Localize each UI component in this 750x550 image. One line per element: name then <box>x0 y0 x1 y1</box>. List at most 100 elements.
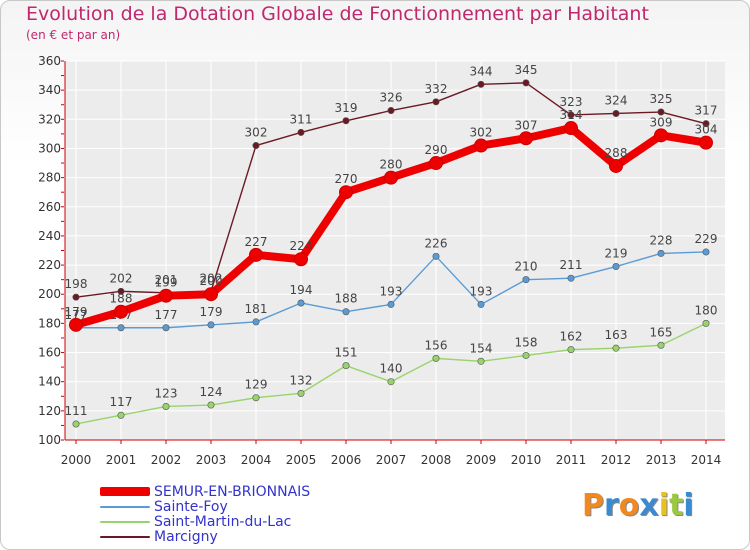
data-label-sainte-foy: 193 <box>380 284 403 298</box>
data-point-semur-en-brionnais <box>609 158 623 173</box>
data-point-marcigny <box>567 111 575 119</box>
x-tick-label: 2008 <box>421 453 452 467</box>
data-label-sainte-foy: 219 <box>605 247 628 261</box>
data-point-marcigny <box>387 107 395 115</box>
data-label-saint-martin-du-lac: 124 <box>200 385 223 399</box>
proxiti-logo: Proxiti <box>582 488 694 523</box>
data-point-marcigny <box>117 287 125 295</box>
data-point-sainte-foy <box>387 300 395 308</box>
data-label-saint-martin-du-lac: 154 <box>470 341 493 355</box>
data-label-saint-martin-du-lac: 165 <box>650 325 673 339</box>
data-label-semur-en-brionnais: 309 <box>650 115 673 129</box>
y-tick-label: 320 <box>38 112 61 126</box>
data-label-sainte-foy: 229 <box>695 232 718 246</box>
data-point-saint-martin-du-lac <box>522 351 530 359</box>
y-tick-label: 200 <box>38 287 61 301</box>
data-label-marcigny: 201 <box>155 273 178 287</box>
legend-swatch <box>100 505 150 508</box>
data-label-marcigny: 317 <box>695 104 718 118</box>
x-tick-label: 2012 <box>601 453 632 467</box>
logo-letter: i <box>683 488 694 523</box>
data-point-semur-en-brionnais <box>159 288 173 303</box>
data-point-marcigny <box>252 142 260 150</box>
data-point-semur-en-brionnais <box>474 138 488 153</box>
data-label-sainte-foy: 211 <box>560 258 583 272</box>
data-point-semur-en-brionnais <box>204 287 218 302</box>
data-label-marcigny: 325 <box>650 92 673 106</box>
legend-label: Saint-Martin-du-Lac <box>154 513 292 530</box>
y-tick-label: 260 <box>38 200 61 214</box>
data-label-saint-martin-du-lac: 158 <box>515 335 538 349</box>
data-label-semur-en-brionnais: 288 <box>605 146 628 160</box>
data-label-saint-martin-du-lac: 129 <box>245 378 268 392</box>
data-point-saint-martin-du-lac <box>657 341 665 349</box>
data-point-sainte-foy <box>297 299 305 307</box>
y-tick-label: 140 <box>38 375 61 389</box>
data-label-sainte-foy: 226 <box>425 236 448 250</box>
legend-item: Marcigny <box>100 529 310 545</box>
data-point-semur-en-brionnais <box>294 252 308 267</box>
legend-swatch <box>100 487 150 496</box>
data-label-marcigny: 302 <box>245 126 268 140</box>
data-point-saint-martin-du-lac <box>162 402 170 410</box>
data-label-semur-en-brionnais: 200 <box>200 274 223 288</box>
data-label-semur-en-brionnais: 280 <box>380 158 403 172</box>
legend-item: Sainte-Foy <box>100 499 310 515</box>
data-label-marcigny: 324 <box>605 93 628 107</box>
data-point-marcigny <box>612 109 620 117</box>
data-label-marcigny: 198 <box>65 277 88 291</box>
data-label-semur-en-brionnais: 199 <box>155 276 178 290</box>
data-label-marcigny: 323 <box>560 95 583 109</box>
data-label-marcigny: 344 <box>470 64 493 78</box>
data-label-semur-en-brionnais: 307 <box>515 118 538 132</box>
data-point-saint-martin-du-lac <box>252 394 260 402</box>
data-point-semur-en-brionnais <box>114 304 128 319</box>
logo-letter: i <box>658 488 670 523</box>
data-point-sainte-foy <box>432 252 440 260</box>
x-tick-label: 2003 <box>196 453 227 467</box>
data-label-saint-martin-du-lac: 123 <box>155 386 178 400</box>
data-label-saint-martin-du-lac: 180 <box>695 303 718 317</box>
data-label-semur-en-brionnais: 188 <box>110 292 133 306</box>
data-label-saint-martin-du-lac: 162 <box>560 330 583 344</box>
data-label-saint-martin-du-lac: 111 <box>65 404 88 418</box>
data-point-marcigny <box>477 80 485 88</box>
data-label-marcigny: 345 <box>515 63 538 77</box>
data-label-sainte-foy: 228 <box>650 233 673 247</box>
data-label-marcigny: 319 <box>335 101 358 115</box>
data-point-saint-martin-du-lac <box>72 420 80 428</box>
data-point-semur-en-brionnais <box>339 185 353 200</box>
x-tick-label: 2013 <box>646 453 677 467</box>
data-label-sainte-foy: 193 <box>470 284 493 298</box>
legend-label: SEMUR-EN-BRIONNAIS <box>154 483 311 500</box>
data-label-semur-en-brionnais: 302 <box>470 126 493 140</box>
x-tick-label: 2014 <box>691 453 722 467</box>
data-point-semur-en-brionnais <box>654 128 668 143</box>
data-label-saint-martin-du-lac: 163 <box>605 328 628 342</box>
x-tick-label: 2010 <box>511 453 542 467</box>
data-point-sainte-foy <box>477 300 485 308</box>
x-tick-label: 2011 <box>556 453 587 467</box>
y-tick-label: 120 <box>38 404 61 418</box>
data-point-sainte-foy <box>117 324 125 332</box>
y-tick-label: 280 <box>38 171 61 185</box>
data-point-sainte-foy <box>252 318 260 326</box>
data-label-marcigny: 202 <box>200 271 223 285</box>
data-point-saint-martin-du-lac <box>387 378 395 386</box>
y-tick-label: 220 <box>38 258 61 272</box>
data-point-sainte-foy <box>522 276 530 284</box>
data-point-semur-en-brionnais <box>519 131 533 146</box>
data-label-sainte-foy: 194 <box>290 283 313 297</box>
legend-swatch <box>100 535 150 538</box>
logo-letter: t <box>669 488 684 523</box>
data-label-saint-martin-du-lac: 151 <box>335 346 358 360</box>
data-label-semur-en-brionnais: 227 <box>245 235 268 249</box>
data-point-saint-martin-du-lac <box>567 346 575 354</box>
data-label-marcigny: 311 <box>290 112 313 126</box>
data-point-semur-en-brionnais <box>249 247 263 262</box>
data-point-saint-martin-du-lac <box>612 344 620 352</box>
data-label-sainte-foy: 179 <box>200 305 223 319</box>
chart-subtitle: (en € et par an) <box>26 28 121 42</box>
data-label-saint-martin-du-lac: 140 <box>380 362 403 376</box>
data-point-marcigny <box>432 98 440 106</box>
